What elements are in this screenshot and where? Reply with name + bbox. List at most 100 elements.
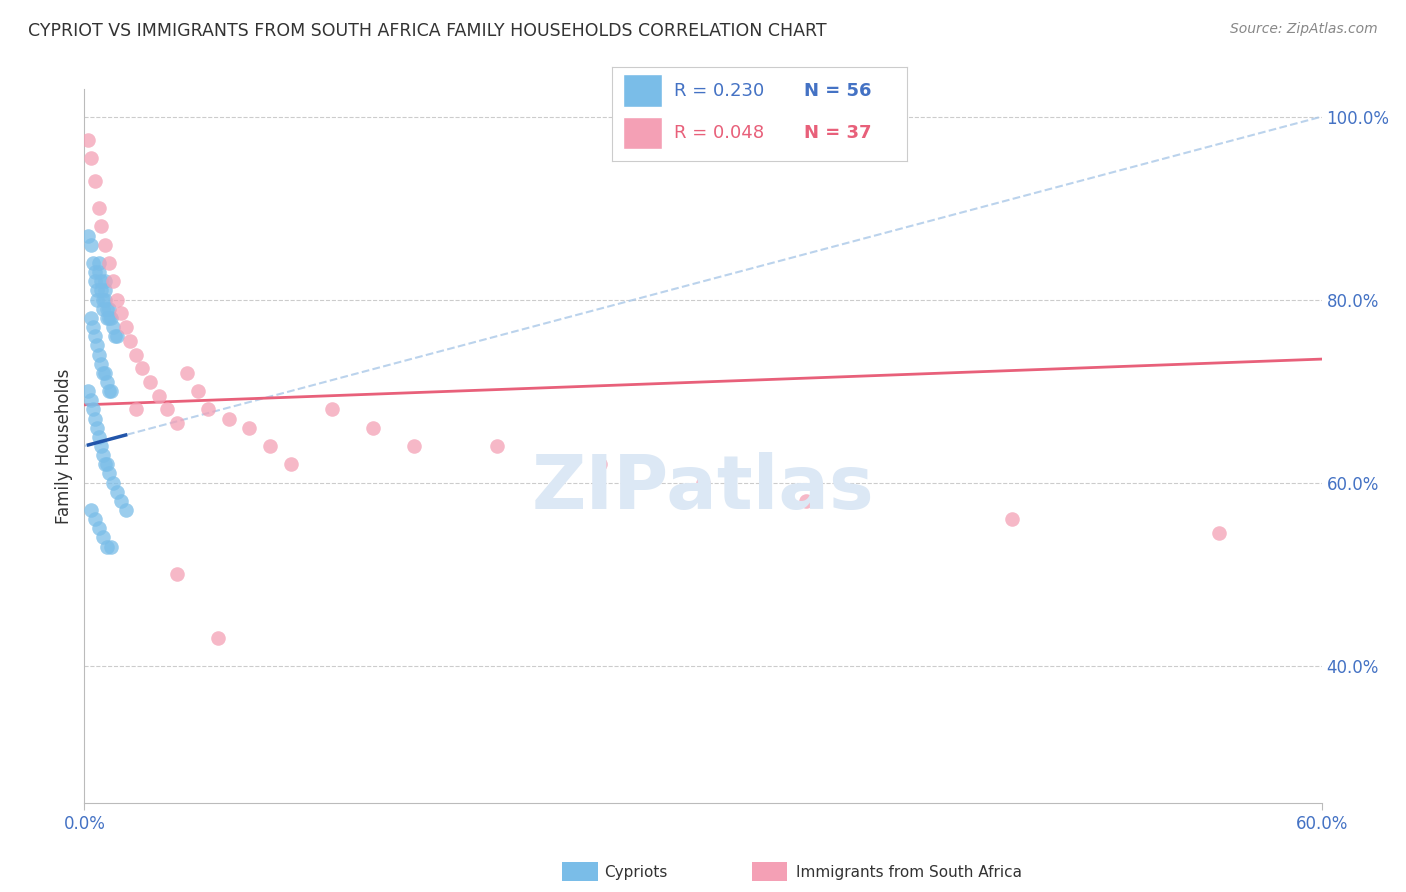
Point	[166, 567, 188, 582]
Point	[118, 334, 141, 348]
Point	[100, 540, 122, 554]
Text: ZIPatlas: ZIPatlas	[531, 452, 875, 525]
Point	[79, 310, 101, 325]
Point	[86, 338, 108, 352]
Point	[103, 320, 125, 334]
Point	[83, 274, 105, 288]
Point	[1001, 512, 1024, 526]
Point	[589, 458, 612, 472]
Text: Immigrants from South Africa: Immigrants from South Africa	[796, 865, 1022, 880]
Point	[90, 274, 112, 288]
Point	[79, 237, 101, 252]
Point	[83, 512, 105, 526]
Text: Source: ZipAtlas.com: Source: ZipAtlas.com	[1230, 22, 1378, 37]
Point	[87, 521, 110, 535]
Point	[321, 402, 343, 417]
Point	[87, 347, 110, 361]
Point	[114, 320, 136, 334]
Text: R = 0.230: R = 0.230	[673, 82, 763, 100]
Point	[87, 201, 110, 215]
Point	[187, 384, 209, 398]
Point	[82, 320, 104, 334]
Point	[110, 306, 132, 320]
Point	[692, 475, 714, 490]
Text: R = 0.048: R = 0.048	[673, 124, 763, 143]
Point	[94, 237, 117, 252]
Point	[259, 439, 281, 453]
Bar	[623, 74, 662, 107]
Point	[404, 439, 426, 453]
Point	[91, 448, 114, 462]
Point	[218, 411, 240, 425]
Point	[90, 357, 112, 371]
Point	[794, 494, 817, 508]
Point	[90, 219, 112, 234]
Point	[105, 329, 128, 343]
Point	[91, 531, 114, 545]
Point	[238, 420, 260, 434]
Point	[83, 329, 105, 343]
Point	[96, 458, 118, 472]
Point	[98, 301, 121, 316]
Point	[96, 375, 118, 389]
Y-axis label: Family Households: Family Households	[55, 368, 73, 524]
Point	[166, 416, 188, 430]
Text: N = 56: N = 56	[804, 82, 872, 100]
Point	[96, 310, 118, 325]
Point	[83, 174, 105, 188]
Point	[94, 274, 117, 288]
Point	[91, 301, 114, 316]
Point	[87, 256, 110, 270]
Point	[103, 475, 125, 490]
Point	[82, 256, 104, 270]
Point	[91, 293, 114, 307]
Point	[105, 484, 128, 499]
Point	[79, 503, 101, 517]
Point	[98, 256, 121, 270]
Point	[105, 293, 128, 307]
Point	[114, 503, 136, 517]
Point	[94, 293, 117, 307]
Point	[110, 494, 132, 508]
Point	[103, 274, 125, 288]
Point	[207, 631, 229, 645]
Point	[131, 361, 153, 376]
Point	[98, 467, 121, 481]
Point	[90, 439, 112, 453]
Point	[96, 301, 118, 316]
Point	[86, 284, 108, 298]
Point	[98, 310, 121, 325]
Point	[86, 293, 108, 307]
Point	[82, 402, 104, 417]
Point	[361, 420, 384, 434]
Point	[94, 366, 117, 380]
Bar	[623, 117, 662, 149]
Point	[280, 458, 302, 472]
Point	[197, 402, 219, 417]
Point	[139, 375, 162, 389]
Point	[77, 228, 100, 243]
Point	[87, 430, 110, 444]
Point	[148, 389, 170, 403]
Point	[91, 366, 114, 380]
Point	[125, 347, 148, 361]
Text: Cypriots: Cypriots	[605, 865, 668, 880]
Point	[77, 384, 100, 398]
Point	[104, 329, 127, 343]
Point	[79, 151, 101, 165]
Text: N = 37: N = 37	[804, 124, 872, 143]
Point	[83, 411, 105, 425]
Point	[156, 402, 179, 417]
Point	[90, 284, 112, 298]
Point	[83, 265, 105, 279]
Point	[485, 439, 508, 453]
Point	[87, 265, 110, 279]
Point	[100, 310, 122, 325]
Point	[100, 384, 122, 398]
Point	[94, 458, 117, 472]
Point	[94, 284, 117, 298]
Point	[77, 132, 100, 146]
Point	[96, 540, 118, 554]
Text: CYPRIOT VS IMMIGRANTS FROM SOUTH AFRICA FAMILY HOUSEHOLDS CORRELATION CHART: CYPRIOT VS IMMIGRANTS FROM SOUTH AFRICA …	[28, 22, 827, 40]
Point	[125, 402, 148, 417]
